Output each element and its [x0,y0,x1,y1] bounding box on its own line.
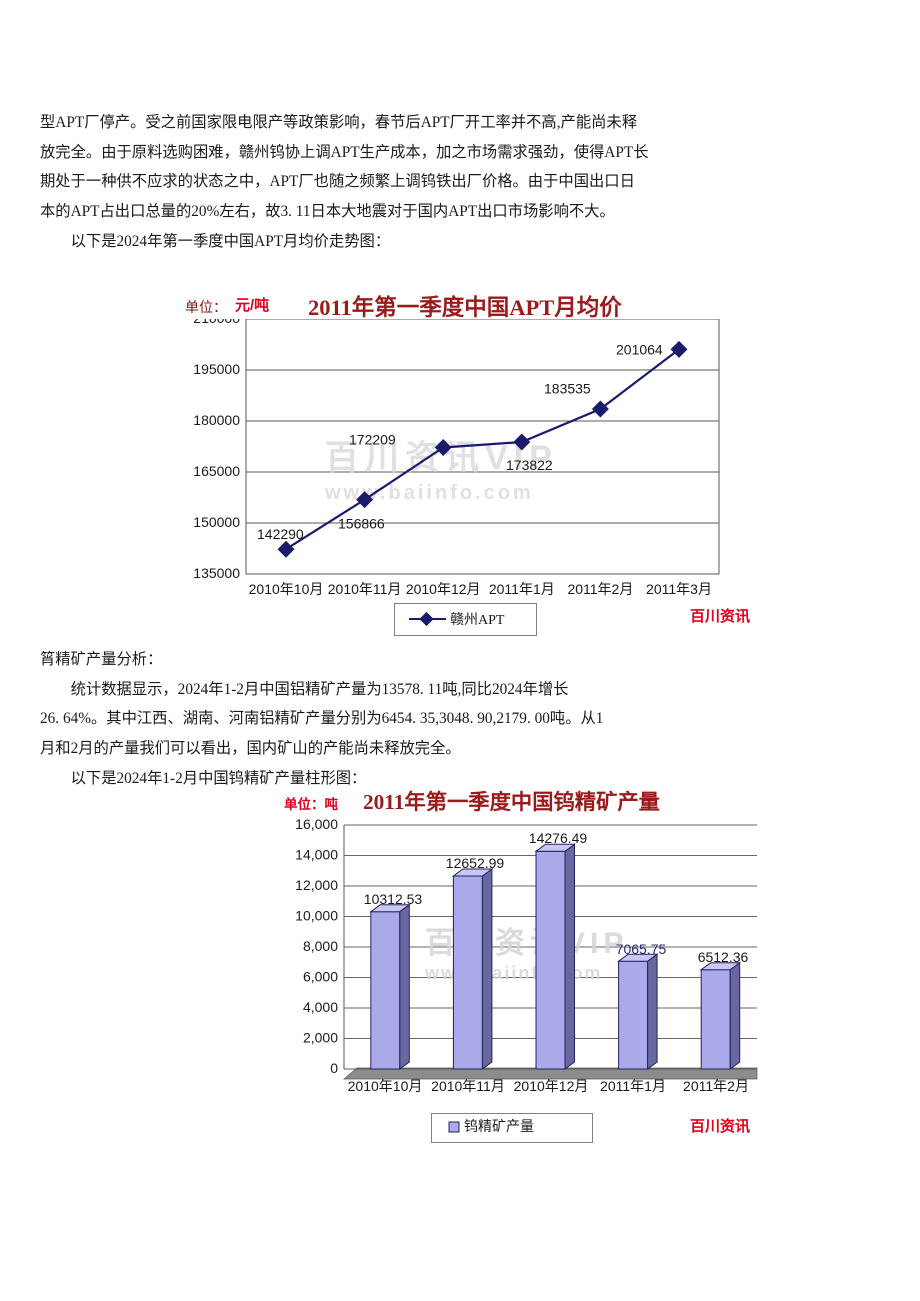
svg-text:12,000: 12,000 [295,877,338,893]
svg-text:10,000: 10,000 [295,908,338,924]
svg-text:2010年10月: 2010年10月 [348,1078,423,1094]
svg-text:12652.99: 12652.99 [446,855,505,871]
svg-text:2011年1月: 2011年1月 [600,1078,666,1094]
svg-text:173822: 173822 [506,457,553,473]
svg-text:165000: 165000 [193,463,240,479]
svg-text:钨精矿产量: 钨精矿产量 [464,1119,534,1135]
svg-text:7065.75: 7065.75 [616,941,667,957]
svg-text:150000: 150000 [193,514,240,530]
svg-text:6,000: 6,000 [303,969,338,985]
svg-text:6512.36: 6512.36 [698,949,749,965]
svg-text:2011年2月: 2011年2月 [567,581,633,597]
svg-text:2011年1月: 2011年1月 [489,581,555,597]
svg-text:14276.49: 14276.49 [529,830,588,846]
svg-text:8,000: 8,000 [303,938,338,954]
svg-text:16,000: 16,000 [295,816,338,832]
svg-text:2011年3月: 2011年3月 [646,581,712,597]
svg-text:2010年11月: 2010年11月 [328,581,402,597]
svg-text:156866: 156866 [338,516,385,532]
svg-text:2,000: 2,000 [303,1030,338,1046]
svg-text:2011年2月: 2011年2月 [683,1078,749,1094]
svg-text:210000: 210000 [193,319,240,326]
svg-text:172209: 172209 [349,432,396,448]
svg-text:2010年12月: 2010年12月 [406,581,481,597]
svg-text:135000: 135000 [193,565,240,581]
svg-text:14,000: 14,000 [295,847,338,863]
svg-text:201064: 201064 [616,341,663,357]
svg-text:142290: 142290 [257,526,304,542]
svg-text:180000: 180000 [193,412,240,428]
svg-text:2010年12月: 2010年12月 [514,1078,589,1094]
svg-text:2010年11月: 2010年11月 [431,1078,505,1094]
svg-text:赣州APT: 赣州APT [450,612,505,628]
svg-text:183535: 183535 [544,381,591,397]
svg-text:0: 0 [330,1060,338,1076]
svg-text:2010年10月: 2010年10月 [249,581,324,597]
svg-text:www.baiinfo.com: www.baiinfo.com [324,482,534,504]
svg-text:10312.53: 10312.53 [364,891,423,907]
svg-text:195000: 195000 [193,361,240,377]
svg-text:4,000: 4,000 [303,999,338,1015]
svg-text:www.baiinfo.com: www.baiinfo.com [424,963,602,983]
